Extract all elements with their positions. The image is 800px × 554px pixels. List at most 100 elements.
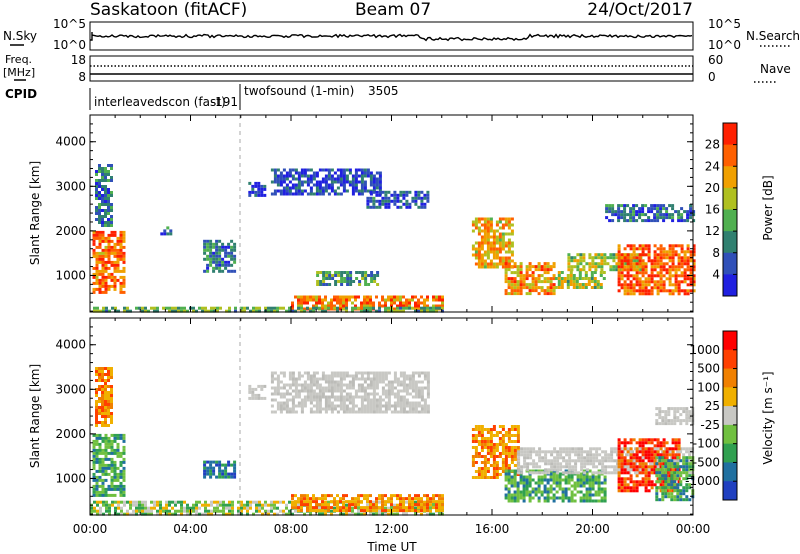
scatter-cell-9 [613,468,617,472]
scatter-cell-2 [209,463,213,467]
scatter-cell-4 [420,404,424,408]
scatter-cell-9 [246,306,249,310]
scatter-cell-9 [592,456,596,460]
scatter-cell-8 [576,490,580,494]
scatter-cell-5 [102,503,105,507]
scatter-cell-5 [228,503,231,507]
scatter-cell-8 [510,469,514,473]
scatter-cell-5 [318,168,322,172]
scatter-cell-3 [224,245,228,249]
scatter-cell-0 [101,281,105,285]
scatter-cell-6 [435,494,438,498]
scatter-cell-9 [568,453,572,457]
scatter-cell-3 [230,239,234,243]
scatter-cell-7 [489,428,493,431]
scatter-cell-14 [683,256,687,260]
scatter-cell-8 [528,493,532,497]
scatter-cell-10 [629,462,633,466]
scatter-cell-11 [664,468,668,472]
scatter-cell-5 [354,177,358,181]
scatter-cell-5 [348,512,351,516]
scatter-cell-13 [615,253,619,257]
scatter-cell-8 [522,484,526,488]
velocity-scatter-layer [90,367,695,516]
scatter-cell-10 [635,453,639,457]
scatter-cell-4 [393,377,397,381]
scatter-cell-9 [574,453,578,457]
scatter-cell-4 [366,410,370,414]
scatter-cell-8 [600,481,604,485]
scatter-cell-5 [243,506,246,510]
scatter-cell-15 [632,210,636,214]
scatter-cell-0 [95,433,99,437]
scatter-cell-10 [638,441,642,445]
scatter-cell-5 [129,503,132,507]
scatter-cell-6 [342,506,345,510]
scatter-cell-7 [373,280,377,283]
scatter-cell-7 [495,449,499,452]
scatter-cell-15 [611,213,615,217]
scatter-cell-5 [336,180,340,184]
scatter-cell-14 [671,265,675,269]
scatter-cell-4 [417,395,421,399]
scatter-cell-14 [671,250,675,254]
scatter-cell-0 [110,284,114,288]
scatter-cell-10 [623,462,627,466]
scatter-cell-15 [671,219,675,223]
scatter-cell-9 [532,447,536,451]
scatter-cell-4 [381,374,385,378]
scatter-cell-4 [315,380,319,384]
scatter-cell-8 [579,496,583,500]
scatter-cell-1 [104,394,107,397]
scatter-cell-0 [122,457,126,461]
scatter-cell-11 [655,492,659,496]
scatter-cell-6 [366,500,369,504]
scatter-cell-5 [339,180,343,184]
scatter-cell-4 [279,404,283,408]
scatter-cell-4 [342,401,346,405]
scatter-cell-0 [95,245,99,249]
scatter-cell-10 [641,462,645,466]
scatter-cell-14 [650,286,654,290]
scatter-cell-8 [420,301,423,305]
scatter-cell-2 [230,472,234,476]
scatter-cell-11 [513,283,517,287]
scatter-cell-7 [507,434,511,437]
scatter-cell-1 [107,379,110,382]
scatter-cell-14 [626,268,630,272]
scatter-cell-13 [588,268,592,272]
scatter-cell-14 [689,271,693,275]
scatter-cell-9 [577,450,581,454]
scatter-cell-4 [357,377,361,381]
scatter-cell-0 [113,466,117,470]
scatter-cell-9 [267,306,270,310]
scatter-cell-0 [110,245,114,249]
scatter-cell-0 [95,263,99,267]
scatter-cell-3 [263,384,267,388]
scatter-cell-7 [501,437,505,440]
scatter-cell-9 [562,456,566,460]
scatter-cell-8 [513,469,517,473]
scatter-cell-10 [629,480,633,484]
scatter-cell-4 [270,371,274,375]
scatter-cell-4 [327,389,331,393]
scatter-cell-11 [537,280,541,284]
scatter-cell-7 [477,431,481,434]
scatter-cell-11 [667,480,671,484]
scatter-cell-6 [423,494,426,498]
scatter-cell-10 [489,229,493,233]
scatter-cell-1 [110,167,113,170]
scatter-cell-13 [567,256,571,260]
scatter-cell-0 [98,466,102,470]
scatter-cell-14 [617,289,621,293]
scatter-cell-3 [212,254,216,258]
scatter-cell-7 [474,476,478,479]
scatter-cell-0 [122,487,126,491]
scatter-cell-1 [104,200,107,203]
scatter-cell-5 [276,174,280,178]
scatter-cell-8 [585,481,589,485]
scatter-cell-8 [300,298,303,302]
scatter-cell-1 [110,194,113,197]
scatter-cell-9 [529,450,533,454]
scatter-cell-3 [209,242,213,246]
